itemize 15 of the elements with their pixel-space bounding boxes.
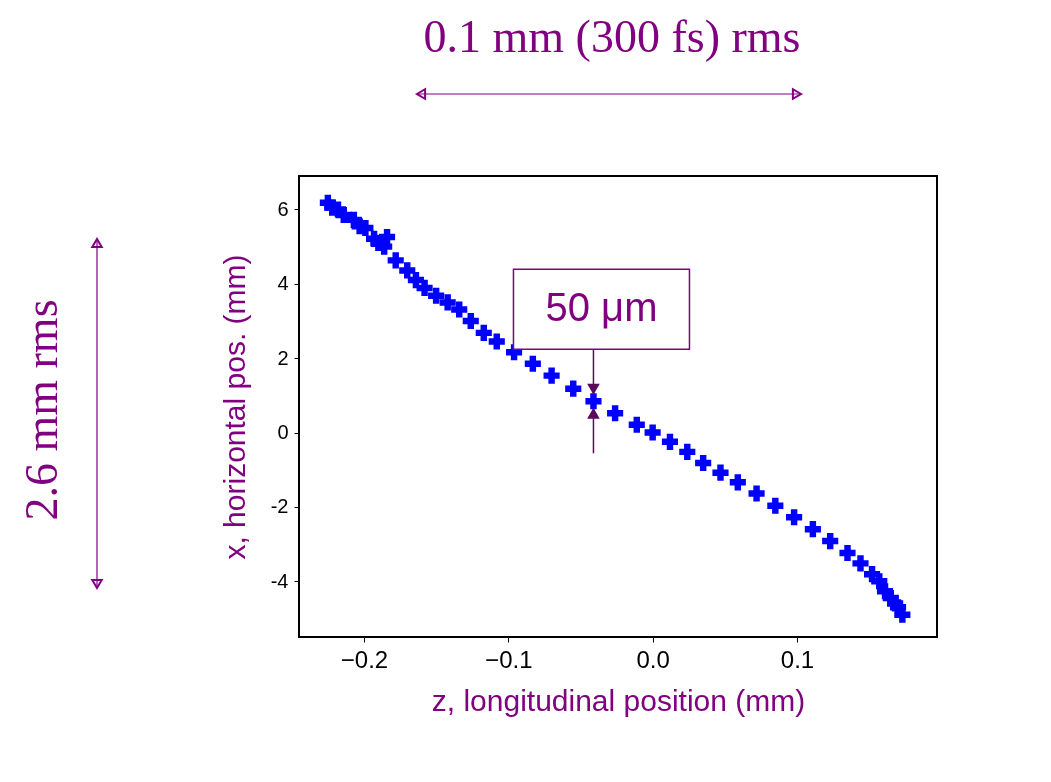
x-tick-label: −0.1 bbox=[485, 645, 533, 673]
y-tick-label: 4 bbox=[277, 272, 289, 295]
y-axis-title: x, horizontal pos. (mm) bbox=[217, 254, 251, 560]
x-tick-label: −0.2 bbox=[340, 645, 389, 673]
text: 0.1 mm (300 fs) rms bbox=[423, 11, 801, 62]
x-tick-label: 0.0 bbox=[636, 645, 670, 673]
y-tick-label: -4 bbox=[270, 569, 289, 592]
y-tick-label: 6 bbox=[277, 197, 289, 220]
y-tick-label: -2 bbox=[270, 495, 289, 518]
x-tick-label: 0.1 bbox=[780, 645, 815, 673]
y-tick-label: 0 bbox=[277, 421, 289, 444]
y-tick-label: 2 bbox=[277, 346, 289, 369]
annotation: 50 μm bbox=[545, 285, 658, 330]
x-axis-title: z, longitudinal position (mm) bbox=[431, 683, 806, 717]
text: 2.6 mm rms bbox=[16, 299, 67, 521]
